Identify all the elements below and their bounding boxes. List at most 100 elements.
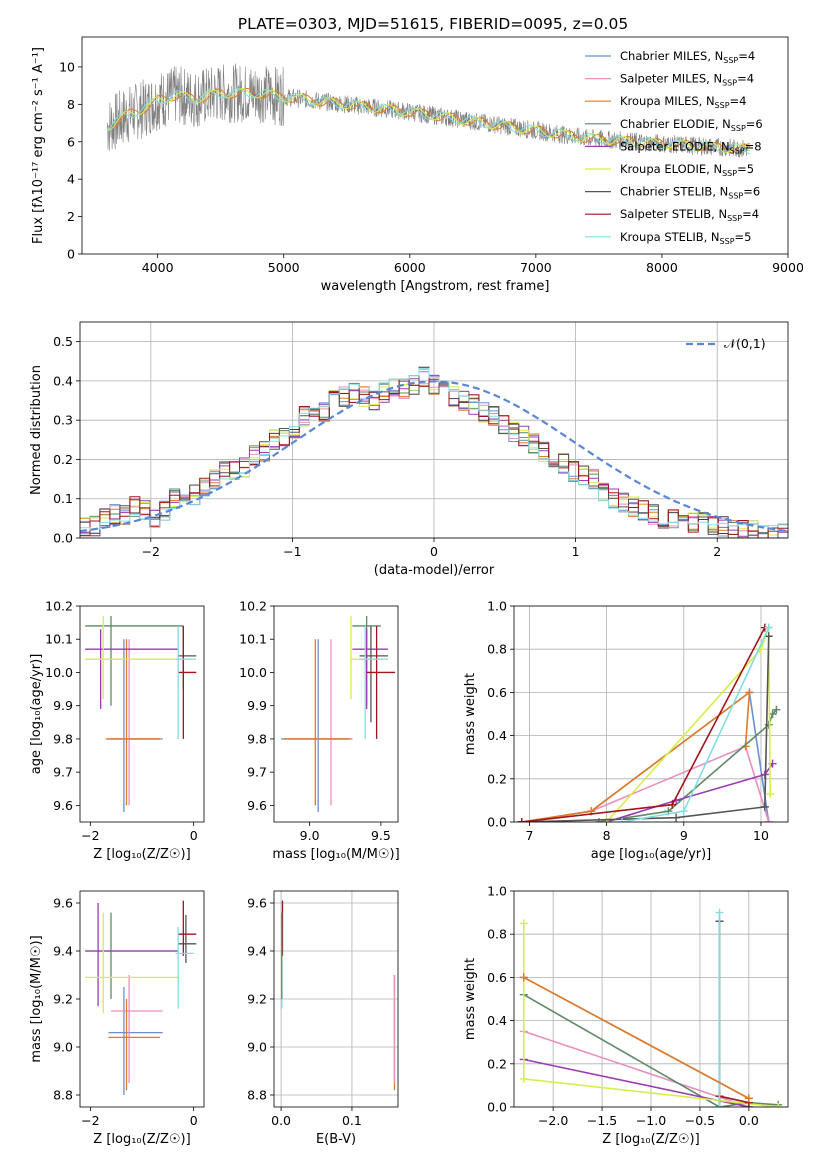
series-line-chabrier-elodie [598,709,777,822]
y-tick-label: 10.1 [239,632,267,647]
model-spectrum-kroupa-stelib [106,87,751,155]
legend-entry: Salpeter STELIB, NSSP=4 [620,207,759,223]
y-tick-label: 1.0 [487,884,507,899]
y-axis-label: mass weight [463,673,478,755]
axes-frame [81,36,789,255]
legend-entry-rest: =5 [735,230,752,244]
series-point-kroupa-stelib [679,807,688,816]
series-point-kroupa-elodie [519,1074,528,1083]
y-tick-label: 10.2 [45,599,73,614]
panel-mass_vs_ebv: 0.0 0.1 8.8 9.0 9.2 9.4 9.6 E(B-V) [247,890,399,1147]
x-axis-label: E(B-V) [316,1132,356,1147]
legend-entry: 𝒩(0,1) [724,336,766,351]
panel-weight_vs_Z: −2.0 −1.5 −1.0 −0.5 0.0 0.0 0.2 0.4 0.6 0.8 1.0 Z [… [463,884,789,1147]
legend-subscript: SSP [728,192,743,201]
y-tick-label: 9.6 [247,798,267,813]
x-tick-label: 0 [190,1113,198,1128]
panel-spectrum: 4000 5000 6000 7000 8000 9000 0 2 4 6 8 10 wavelengt… [31,36,804,294]
y-axis-label: mass weight [463,958,478,1040]
histogram-salpeter-stelib [80,378,788,538]
legend-subscript: SSP [722,79,737,88]
y-tick-label: 8.8 [53,1088,73,1103]
y-tick-label: 9.8 [247,731,267,746]
series-line-kroupa-miles [523,976,750,1100]
x-axis-label: (data-model)/error [374,563,495,578]
y-tick-label: 9.0 [53,1040,73,1055]
x-axis-label: mass [log₁₀(M/M☉)] [272,847,399,862]
observed-spectrum [106,63,751,158]
x-tick-label: 0.0 [739,1113,759,1128]
legend-subscript: SSP [715,101,730,110]
y-tick-label: 0.2 [487,1056,507,1071]
x-tick-label: 0 [430,544,438,559]
x-tick-label: 4000 [142,260,174,275]
panel-weight_vs_age: 7 8 9 10 0.0 0.2 0.4 0.6 0.8 1.0 age [log₁₀(age/yr… [463,599,789,862]
y-tick-label: 9.2 [247,992,267,1007]
series-line-salpeter-stelib [719,1095,750,1104]
plot-area [80,366,788,538]
series-point-kroupa-stelib [764,623,773,632]
panel-age_vs_mass: 9.0 9.5 9.6 9.7 9.8 9.9 10.0 10.1 10.2 mass [log₁… [239,599,400,863]
legend-entry: Kroupa STELIB, NSSP=5 [620,230,751,246]
legend-entry: Salpeter MILES, NSSP=4 [620,72,754,88]
y-tick-label: 9.6 [247,896,267,911]
y-tick-label: 0.0 [487,815,507,830]
y-tick-label: 9.0 [247,1040,267,1055]
x-tick-label: 9000 [772,260,804,275]
x-tick-label: 0.1 [342,1113,362,1128]
x-tick-label: 6000 [394,260,426,275]
series-point-kroupa-stelib [618,818,627,822]
x-tick-label: 10 [753,828,769,843]
series-line-salpeter-stelib [521,627,766,822]
series-point-kroupa-stelib [715,1103,724,1107]
legend-entry: Chabrier MILES, NSSP=4 [620,49,755,65]
x-tick-label: −1.0 [636,1113,666,1128]
y-tick-label: 9.6 [53,798,73,813]
legend-entry-rest: =6 [743,185,760,199]
series-point-chabrier-elodie [772,705,781,714]
x-tick-label: −1 [283,544,301,559]
y-tick-label: 0.4 [53,373,73,388]
legend-entry: Chabrier ELODIE, NSSP=6 [620,117,763,133]
plot-area [281,615,396,813]
y-tick-label: 0.8 [487,927,507,942]
y-tick-label: 9.9 [53,698,73,713]
legend-entry-rest: =4 [738,49,755,63]
x-tick-label: 0 [190,828,198,843]
legend-entry-rest: =4 [730,94,747,108]
series-line-kroupa-miles [521,690,751,822]
legend-entry: Kroupa MILES, NSSP=4 [620,94,746,110]
model-spectrum-kroupa-miles [107,88,751,154]
legend-subscript: SSP [730,146,745,155]
x-tick-label: 7000 [520,260,552,275]
y-tick-label: 10.0 [45,665,73,680]
panel-age_vs_Z: −2 0 9.6 9.7 9.8 9.9 10.0 10.1 10.2 Z [log₁₀(Z/Z☉… [29,599,205,862]
axes-frame [513,605,789,823]
series-point-kroupa-stelib [715,908,724,917]
legend-subscript: SSP [720,237,735,246]
plot-area [281,900,396,1091]
legend-entry-rest: =8 [745,139,762,153]
legend-subscript: SSP [723,56,738,65]
x-tick-label: −2 [142,544,160,559]
y-tick-label: 0.0 [487,1100,507,1115]
x-tick-label: −1.5 [587,1113,617,1128]
y-tick-label: 0.5 [53,334,73,349]
y-tick-label: 1.0 [487,599,507,614]
series-point-chabrier-stelib [672,813,681,822]
y-tick-label: 0.4 [487,1013,507,1028]
y-tick-label: 9.4 [53,944,73,959]
y-tick-label: 0.6 [487,685,507,700]
series-line-kroupa-elodie [606,627,771,822]
series-point-chabrier-stelib [760,802,769,811]
x-tick-label: 8 [603,828,611,843]
y-tick-label: 0.2 [53,452,73,467]
x-axis-label: wavelength [Angstrom, rest frame] [321,279,550,294]
series-point-salpeter-stelib [668,800,677,809]
y-tick-label: 8 [67,97,75,112]
y-tick-label: 10.2 [239,599,267,614]
legend-entry-rest: =4 [737,72,754,86]
x-tick-label: −0.5 [685,1113,715,1128]
series-point-kroupa-miles [744,1094,753,1103]
